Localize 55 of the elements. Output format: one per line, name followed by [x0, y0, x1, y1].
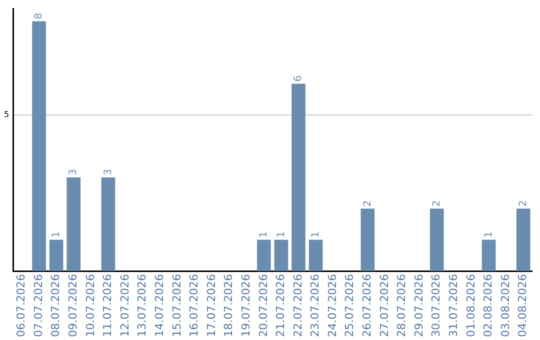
data-label: 2	[362, 200, 374, 207]
data-label: 1	[50, 231, 62, 238]
data-label: 1	[258, 231, 270, 238]
x-tick-label: 16.07.2026	[188, 274, 201, 338]
data-label: 3	[102, 168, 114, 176]
bar	[49, 240, 64, 272]
bar	[360, 208, 375, 272]
y-tick-label: 5	[4, 110, 10, 120]
bar	[430, 208, 444, 272]
bar	[274, 240, 288, 272]
x-tick-label: 08.07.2026	[49, 274, 62, 338]
data-label: 2	[518, 200, 529, 207]
x-tick-label: 11.07.2026	[101, 274, 114, 338]
x-tick-label: 19.07.2026	[239, 274, 252, 338]
x-tick-label: 03.08.2026	[498, 274, 512, 338]
bar	[516, 208, 530, 272]
x-tick-label: 18.07.2026	[222, 274, 236, 338]
x-tick-label: 23.07.2026	[308, 274, 322, 338]
x-tick-label: 04.08.2026	[516, 274, 530, 338]
bar	[292, 84, 306, 272]
x-tick-label: 31.07.2026	[447, 274, 460, 338]
x-tick-label: 14.07.2026	[152, 274, 166, 338]
x-tick-label: 09.07.2026	[66, 274, 80, 338]
data-label: 2	[431, 200, 442, 207]
x-tick-label: 02.08.2026	[482, 274, 495, 338]
x-tick-label: 25.07.2026	[343, 274, 356, 338]
x-tick-label: 06.07.2026	[14, 274, 28, 338]
x-tick-label: 17.07.2026	[204, 274, 218, 338]
x-tick-label: 26.07.2026	[360, 274, 374, 338]
x-tick-label: 22.07.2026	[291, 274, 304, 338]
bar	[482, 240, 496, 272]
bar	[66, 177, 81, 272]
x-tick-label: 28.07.2026	[395, 274, 408, 338]
data-label: 1	[310, 231, 322, 238]
bar	[256, 240, 271, 272]
x-tick-label: 29.07.2026	[412, 274, 426, 338]
data-label: 6	[293, 75, 304, 82]
bar	[32, 21, 46, 272]
data-label: 1	[276, 231, 287, 238]
data-label: 8	[34, 12, 45, 20]
x-tick-label: 07.07.2026	[32, 274, 45, 338]
x-tick-label: 10.07.2026	[84, 274, 97, 338]
x-tick-label: 30.07.2026	[430, 274, 443, 338]
bar	[308, 240, 323, 272]
x-tick-label: 15.07.2026	[170, 274, 184, 338]
x-tick-label: 20.07.2026	[256, 274, 270, 338]
data-label: 3	[68, 168, 80, 176]
bar	[101, 177, 116, 272]
x-tick-label: 24.07.2026	[326, 274, 339, 338]
data-label: 1	[483, 231, 494, 238]
x-tick-label: 12.07.2026	[118, 274, 132, 338]
x-tick-label: 01.08.2026	[464, 274, 478, 338]
x-tick-label: 13.07.2026	[136, 274, 149, 338]
x-tick-label: 21.07.2026	[274, 274, 288, 338]
x-tick-label: 27.07.2026	[378, 274, 391, 338]
